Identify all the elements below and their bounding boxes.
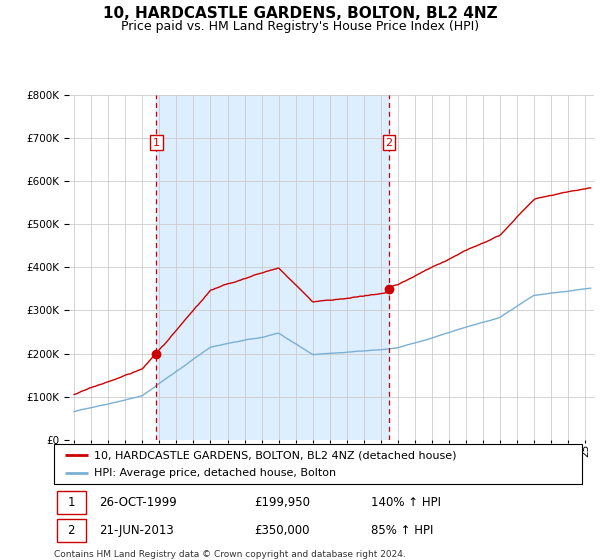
Bar xyxy=(56,519,86,542)
Text: 26-OCT-1999: 26-OCT-1999 xyxy=(99,496,176,509)
Bar xyxy=(56,491,86,514)
Text: 1: 1 xyxy=(67,496,75,509)
Text: Price paid vs. HM Land Registry's House Price Index (HPI): Price paid vs. HM Land Registry's House … xyxy=(121,20,479,32)
Bar xyxy=(156,95,389,440)
Text: £199,950: £199,950 xyxy=(254,496,311,509)
Text: HPI: Average price, detached house, Bolton: HPI: Average price, detached house, Bolt… xyxy=(94,468,336,478)
Text: 85% ↑ HPI: 85% ↑ HPI xyxy=(371,524,433,536)
Text: £350,000: £350,000 xyxy=(254,524,310,536)
Text: 10, HARDCASTLE GARDENS, BOLTON, BL2 4NZ (detached house): 10, HARDCASTLE GARDENS, BOLTON, BL2 4NZ … xyxy=(94,450,456,460)
Text: 1: 1 xyxy=(153,138,160,147)
Text: 2: 2 xyxy=(67,524,75,536)
Text: 2: 2 xyxy=(385,138,392,147)
Text: 21-JUN-2013: 21-JUN-2013 xyxy=(99,524,173,536)
Text: 140% ↑ HPI: 140% ↑ HPI xyxy=(371,496,441,509)
Text: 10, HARDCASTLE GARDENS, BOLTON, BL2 4NZ: 10, HARDCASTLE GARDENS, BOLTON, BL2 4NZ xyxy=(103,6,497,21)
Text: Contains HM Land Registry data © Crown copyright and database right 2024.
This d: Contains HM Land Registry data © Crown c… xyxy=(54,550,406,560)
